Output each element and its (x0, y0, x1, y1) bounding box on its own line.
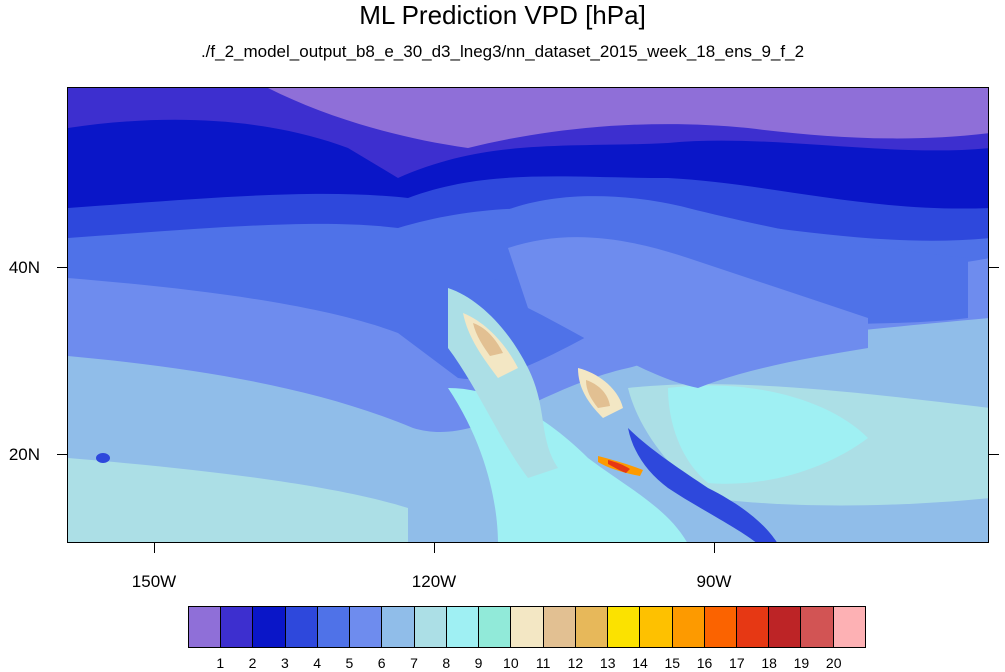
colorbar-label: 4 (313, 655, 322, 671)
colorbar-swatch (350, 607, 383, 647)
colorbar-swatch (285, 607, 318, 647)
colorbar-swatch (511, 607, 544, 647)
colorbar-swatch (414, 607, 447, 647)
colorbar-label: 20 (825, 655, 842, 671)
lon-label-150w: 150W (131, 572, 177, 591)
colorbar-swatch (640, 607, 673, 647)
lon-label-120w: 120W (411, 572, 457, 591)
colorbar-swatch (833, 607, 865, 647)
colorbar-swatch (672, 607, 705, 647)
contour-level-4-central-america (628, 428, 777, 542)
lon-label-90w: 90W (696, 572, 732, 591)
contour-level-1 (268, 88, 988, 148)
contour-land-level-6 (508, 237, 868, 388)
colorbar-label: 3 (280, 655, 289, 671)
colorbar-swatch (479, 607, 512, 647)
lon-tick-90w (714, 543, 715, 553)
lon-tick-150w (154, 543, 155, 553)
colorbar-label: 10 (503, 655, 519, 671)
lat-tick-40n (57, 267, 67, 268)
colorbar-swatch (221, 607, 254, 647)
contour-level-18-south-mexico (608, 460, 630, 473)
colorbar-swatch (543, 607, 576, 647)
lat-label-20n: 20N (8, 445, 40, 464)
colorbar-label: 16 (696, 655, 713, 671)
figure-subtitle: ./f_2_model_output_b8_e_30_d3_lneg3/nn_d… (200, 42, 805, 61)
colorbar-swatch (317, 607, 351, 647)
contour-level-9-gulf (668, 385, 868, 484)
colorbar-swatch (736, 607, 770, 647)
contour-level-4-hawaii (96, 453, 110, 463)
colorbar-swatch (382, 607, 415, 647)
colorbar-label: 19 (793, 655, 810, 671)
colorbar-label: 9 (474, 655, 483, 671)
colorbar-swatch (704, 607, 737, 647)
colorbar-swatch (769, 607, 802, 647)
lat-tick-20n (57, 454, 67, 455)
colorbar-swatch (801, 607, 834, 647)
colorbar-label: 12 (567, 655, 584, 671)
contour-level-12-sonora (473, 323, 503, 356)
colorbar-label: 6 (377, 655, 386, 671)
colorbar-label: 13 (599, 655, 616, 671)
colorbar-label: 1 (216, 655, 225, 671)
colorbar-label: 18 (761, 655, 777, 671)
contour-level-12-plateau (586, 380, 610, 408)
vpd-map (67, 87, 989, 543)
colorbar-swatch (608, 607, 641, 647)
lat-label-40n: 40N (8, 258, 40, 277)
colorbar-label: 5 (345, 655, 354, 671)
colorbar-label: 15 (664, 655, 681, 671)
colorbar-label: 2 (248, 655, 257, 671)
colorbar-swatch (446, 607, 480, 647)
lat-tick-40n-right (989, 267, 999, 268)
colorbar-swatch (253, 607, 286, 647)
colorbar-label: 14 (632, 655, 648, 671)
colorbar-swatch (189, 607, 222, 647)
vpd-contour-field (68, 88, 988, 542)
colorbar-label: 17 (729, 655, 745, 671)
figure-title: ML Prediction VPD [hPa] (359, 0, 646, 30)
colorbar-label: 11 (535, 655, 551, 671)
colorbar-label: 7 (410, 655, 418, 671)
colorbar-swatch (575, 607, 609, 647)
colorbar-labels: 1 2 3 4 5 6 7 8 9 10 11 12 13 14 15 16 17 18 19 20 (188, 655, 866, 671)
colorbar (188, 606, 866, 648)
lat-tick-20n-right (989, 454, 999, 455)
contour-level-8-pacific (68, 458, 408, 542)
colorbar-label: 8 (442, 655, 451, 671)
lon-tick-120w (434, 543, 435, 553)
